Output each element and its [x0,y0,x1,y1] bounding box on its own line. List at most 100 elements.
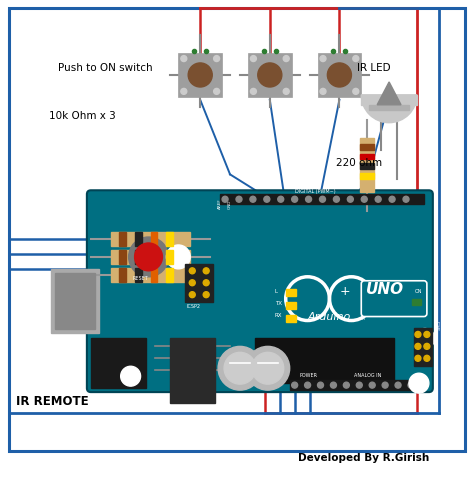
Text: ON: ON [415,288,422,293]
Circle shape [333,197,339,203]
Circle shape [353,57,359,62]
Text: +: + [340,284,351,297]
Circle shape [356,383,362,388]
Circle shape [189,280,195,286]
Text: Developed By R.Girish: Developed By R.Girish [298,453,429,462]
Bar [111,268,190,282]
Bar [361,96,417,106]
Bar [318,54,361,97]
Circle shape [214,57,219,62]
Circle shape [121,367,141,386]
Text: Arduino: Arduino [308,311,351,321]
Text: RESET: RESET [133,275,148,280]
Bar [360,164,374,170]
Circle shape [189,292,195,298]
Text: ICSP: ICSP [435,320,439,330]
Bar [360,154,374,160]
Bar [286,302,296,309]
Circle shape [258,64,282,88]
Circle shape [320,89,326,95]
Text: Push to ON switch: Push to ON switch [58,62,153,72]
Circle shape [292,197,298,203]
Bar [170,339,215,403]
Text: DIGITAL (PWM~): DIGITAL (PWM~) [295,189,335,194]
Circle shape [330,383,337,388]
Bar [135,251,142,264]
Circle shape [347,197,353,203]
Bar [118,251,126,264]
Circle shape [361,197,367,203]
Circle shape [353,89,359,95]
Bar [51,269,99,334]
Circle shape [403,197,409,203]
Circle shape [203,292,209,298]
Text: 220 ohm: 220 ohm [336,158,382,168]
Circle shape [415,356,421,361]
Wedge shape [361,96,417,123]
Bar [166,232,173,246]
Circle shape [214,89,219,95]
Text: GND: GND [228,199,232,209]
Bar [248,54,292,97]
Circle shape [224,353,256,384]
Bar [290,380,424,390]
Circle shape [188,64,212,88]
Bar [151,251,157,264]
Text: POWER: POWER [300,372,318,377]
Polygon shape [377,83,401,106]
Bar [118,268,126,282]
Circle shape [328,64,351,88]
Circle shape [250,197,256,203]
Bar [255,339,394,384]
Circle shape [218,347,262,390]
Bar [55,273,95,330]
Circle shape [305,383,310,388]
Bar [414,329,432,367]
Circle shape [252,353,284,384]
Circle shape [181,57,187,62]
Bar [118,232,126,246]
Bar [135,268,142,282]
Bar [360,138,374,193]
Circle shape [395,383,401,388]
Bar [360,174,374,180]
Circle shape [166,245,190,269]
Bar [135,232,142,246]
Text: IR REMOTE: IR REMOTE [16,395,88,408]
Text: L: L [275,288,278,293]
Circle shape [318,383,323,388]
Circle shape [343,383,349,388]
Bar [286,289,296,296]
Text: 10k Ohm x 3: 10k Ohm x 3 [48,110,115,120]
Circle shape [250,57,256,62]
Bar [185,264,213,302]
Text: AREF: AREF [218,198,222,209]
Circle shape [283,89,289,95]
FancyBboxPatch shape [361,281,427,317]
Text: IR LED: IR LED [357,62,391,72]
Circle shape [222,197,228,203]
Circle shape [369,383,375,388]
Circle shape [320,57,326,62]
Text: ICSP2: ICSP2 [186,303,201,308]
Text: ANALOG IN: ANALOG IN [354,372,382,377]
Circle shape [382,383,388,388]
Circle shape [424,344,430,349]
Circle shape [236,197,242,203]
Bar [151,232,157,246]
Circle shape [292,383,298,388]
Circle shape [264,197,270,203]
Bar [166,251,173,264]
Bar [91,339,146,388]
Text: UNO: UNO [366,281,404,296]
Bar [111,251,190,264]
Circle shape [246,347,290,390]
Circle shape [283,57,289,62]
Circle shape [128,238,168,277]
Circle shape [375,197,381,203]
Circle shape [415,332,421,338]
Circle shape [409,373,429,393]
Text: TX: TX [275,300,282,305]
Circle shape [250,89,256,95]
Circle shape [424,332,430,338]
